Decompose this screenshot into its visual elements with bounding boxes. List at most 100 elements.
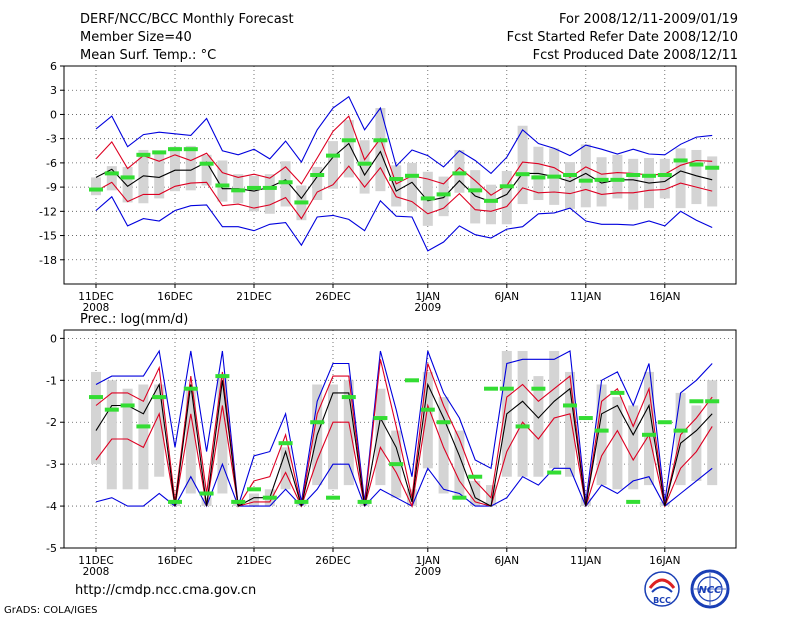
footer-grads-credit: GrADS: COLA/IGES (4, 605, 98, 616)
precip-panel-title: Prec.: log(mm/d) (80, 312, 188, 327)
observed-marker (578, 416, 593, 421)
ensemble-box (328, 141, 338, 189)
observed-marker (215, 183, 230, 188)
footer-url[interactable]: http://cmdp.ncc.cma.gov.cn (75, 583, 257, 598)
ensemble-box (628, 158, 639, 210)
ensemble-box (170, 146, 180, 192)
ensemble-box (707, 380, 718, 486)
ensemble-box (312, 166, 323, 201)
ensemble-box (217, 160, 228, 202)
ensemble-box (91, 371, 101, 465)
ensemble-box (565, 162, 575, 209)
ensemble-box (501, 170, 512, 225)
observed-marker (136, 424, 151, 429)
observed-marker (642, 432, 656, 437)
x-tick-year: 2009 (414, 302, 441, 314)
ensemble-box (201, 154, 212, 186)
observed-marker (420, 407, 435, 412)
ensemble-box (375, 388, 386, 486)
fcst-produced-date: Fcst Produced Date 2008/12/11 (532, 48, 738, 63)
observed-marker (436, 420, 451, 425)
ensemble-box (106, 380, 117, 490)
observed-marker (373, 138, 388, 143)
x-tick-year: 2009 (414, 566, 441, 578)
observed-marker (389, 462, 404, 467)
member-size: Member Size=40 (80, 30, 192, 45)
observed-marker (563, 403, 577, 408)
plot-frame (63, 65, 737, 285)
observed-marker (452, 495, 467, 500)
observed-marker (499, 386, 514, 391)
x-tick-year: 2008 (83, 566, 110, 578)
ensemble-box (675, 148, 686, 209)
ensemble-box (343, 120, 354, 178)
ensemble-box (580, 144, 591, 208)
ensemble-box (628, 405, 639, 490)
observed-marker (215, 374, 230, 379)
chart-title: DERF/NCC/BCC Monthly Forecast (80, 12, 294, 27)
ensemble-box (391, 165, 402, 207)
ensemble-box (691, 405, 702, 481)
min-line (95, 195, 713, 252)
x-tick-label: 6JAN (494, 291, 519, 303)
observed-marker (673, 158, 688, 163)
y-tick-label: -6 (46, 157, 57, 170)
observed-marker (231, 188, 246, 193)
observed-marker (436, 192, 451, 197)
y-tick-label: -1 (46, 374, 57, 387)
x-tick-label: 16DEC (157, 291, 192, 303)
upper-line (95, 359, 713, 508)
observed-marker (357, 161, 372, 166)
y-tick-label: 6 (50, 60, 57, 73)
observed-marker (341, 395, 356, 400)
observed-marker (168, 499, 182, 504)
mean-line (95, 142, 713, 203)
ensemble-box (691, 149, 702, 205)
observed-marker (278, 441, 293, 446)
ensemble-box (549, 350, 560, 469)
y-tick-label: -3 (46, 133, 57, 146)
ensemble-box (659, 158, 670, 199)
observed-marker (468, 474, 483, 479)
observed-marker (310, 173, 325, 177)
fcst-started-date: Fcst Started Refer Date 2008/12/10 (506, 30, 738, 45)
observed-marker (468, 188, 483, 193)
y-tick-label: 0 (50, 332, 57, 345)
ensemble-box (533, 376, 544, 477)
ensemble-box (122, 166, 133, 203)
observed-marker (294, 200, 309, 205)
observed-marker (484, 198, 498, 203)
observed-marker (310, 420, 325, 425)
observed-marker (515, 172, 530, 177)
upper-line (95, 115, 713, 196)
observed-marker (705, 399, 720, 404)
ensemble-box (185, 145, 196, 191)
lower-line (95, 403, 713, 508)
observed-marker (689, 399, 704, 404)
bcc-logo-text: BCC (653, 596, 671, 605)
observed-marker (104, 407, 119, 412)
observed-marker (89, 187, 103, 192)
observed-marker (499, 184, 514, 189)
ensemble-box (106, 166, 117, 191)
mean-line (95, 380, 713, 507)
bcc-logo: BCC (644, 571, 680, 607)
x-tick-label: 21DEC (236, 555, 271, 567)
observed-marker (247, 185, 261, 190)
x-tick-label: 16JAN (649, 291, 680, 303)
observed-marker (247, 487, 261, 492)
observed-marker (199, 161, 214, 166)
observed-marker (168, 147, 182, 152)
ensemble-box (517, 125, 528, 205)
ensemble-box (438, 176, 449, 217)
ensemble-box (217, 376, 228, 494)
observed-marker (626, 173, 641, 177)
x-tick-year: 2008 (83, 302, 110, 314)
y-tick-label: 3 (50, 84, 57, 97)
ensemble-box (422, 371, 433, 469)
observed-marker (547, 470, 562, 475)
x-tick-label: 11JAN (570, 555, 601, 567)
x-tick-label: 26DEC (315, 291, 350, 303)
